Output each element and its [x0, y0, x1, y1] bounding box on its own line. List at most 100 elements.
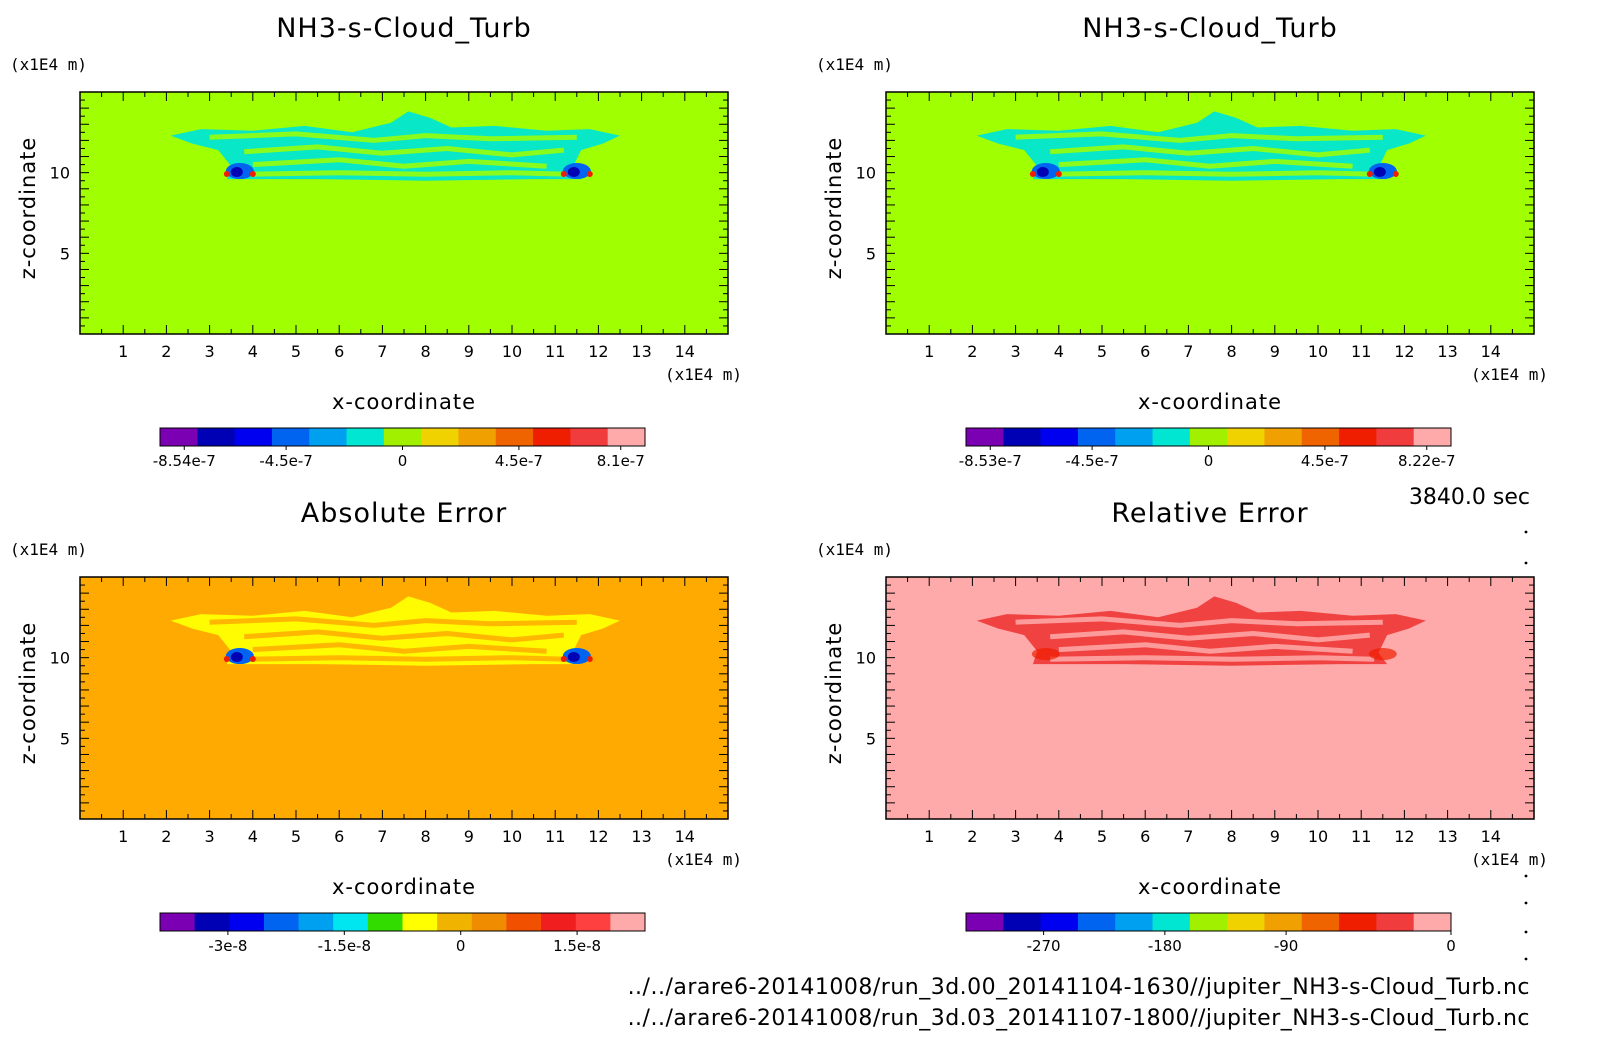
- colorbar-segment: [437, 913, 473, 931]
- colorbar-segment: [570, 428, 609, 446]
- y-tick-label: 5: [866, 729, 876, 748]
- colorbar-segment: [610, 913, 646, 931]
- panel-3: Absolute Error(x1E4 m)1 2 3 4 5 6 7 8 9 10 11 12 13 1…: [10, 498, 742, 955]
- vortex-core: [230, 652, 243, 663]
- panel-title: Absolute Error: [301, 498, 507, 529]
- colorbar-segment: [1413, 428, 1452, 446]
- x-axis-label: x-coordinate: [1138, 875, 1282, 899]
- panel-title: NH3-s-Cloud_Turb: [276, 13, 532, 44]
- x-axis-label: x-coordinate: [332, 390, 476, 414]
- colorbar-segment: [1339, 428, 1377, 446]
- colorbar-tick-label: 0: [456, 937, 466, 955]
- x-tick-label: 12: [1394, 827, 1414, 846]
- y-tick-label: 10: [856, 649, 876, 668]
- colorbar: -8.53e-7 -4.5e-7 0 4.5e-7 8.22e-7: [959, 427, 1456, 470]
- dots-column: [1524, 530, 1528, 961]
- x-tick-label: 3: [1011, 342, 1021, 361]
- colorbar-segment: [966, 428, 1004, 446]
- x-tick-label: 5: [291, 342, 301, 361]
- x-tick-label: 6: [1140, 342, 1150, 361]
- x-tick-label: 14: [675, 827, 695, 846]
- x-unit-label: (x1E4 m): [1471, 850, 1548, 869]
- colorbar: -8.54e-7 -4.5e-7 0 4.5e-7 8.1e-7: [153, 427, 646, 470]
- x-tick-label: 14: [1481, 827, 1501, 846]
- y-tick-label: 10: [50, 649, 70, 668]
- panel-title: NH3-s-Cloud_Turb: [1082, 13, 1338, 44]
- vortex-core: [567, 167, 580, 178]
- x-tick-label: 9: [464, 342, 474, 361]
- colorbar-segment: [197, 428, 236, 446]
- x-unit-label: (x1E4 m): [1471, 365, 1548, 384]
- colorbar-segment: [966, 913, 1004, 931]
- colorbar-tick-label: 0: [398, 452, 408, 470]
- x-tick-label: 8: [421, 827, 431, 846]
- cloud-band: [1015, 616, 1383, 628]
- colorbar-segment: [1264, 913, 1303, 931]
- cloud-band: [209, 616, 577, 628]
- colorbar-tick-label: -4.5e-7: [259, 452, 312, 470]
- footer-file-b: ../../arare6-20141008/run_3d.03_20141107…: [628, 1006, 1530, 1031]
- y-unit-label: (x1E4 m): [10, 540, 87, 559]
- colorbar-segment: [1115, 428, 1154, 446]
- panel-2: NH3-s-Cloud_Turb(x1E4 m)1 2 3 4 5 6 7 8 9 10 11 12 1…: [816, 13, 1548, 470]
- vortex-edge: [223, 171, 230, 178]
- cloud-band: [244, 170, 569, 177]
- colorbar-tick-label: -90: [1274, 937, 1299, 955]
- x-tick-label: 13: [1437, 827, 1457, 846]
- vortex-edge: [560, 656, 567, 663]
- x-tick-label: 7: [377, 342, 387, 361]
- colorbar-segment: [1040, 913, 1079, 931]
- y-axis-label: z-coordinate: [822, 137, 846, 280]
- x-tick-label: 12: [588, 342, 608, 361]
- x-tick-label: 5: [1097, 827, 1107, 846]
- cloud-band: [252, 157, 547, 169]
- x-tick-label: 1: [924, 342, 934, 361]
- vortex-edge: [1055, 171, 1062, 178]
- panel-1: NH3-s-Cloud_Turb(x1E4 m)1 2 3 4 5 6 7 8 9 10 11 12 1…: [10, 13, 742, 470]
- x-tick-label: 11: [1351, 342, 1371, 361]
- cloud-band: [244, 144, 565, 158]
- x-tick-label: 1: [118, 827, 128, 846]
- x-tick-label: 5: [1097, 342, 1107, 361]
- x-tick-label: 7: [377, 827, 387, 846]
- x-tick-label: 14: [1481, 342, 1501, 361]
- cloud-band: [244, 655, 569, 662]
- x-tick-label: 4: [1054, 342, 1064, 361]
- y-unit-label: (x1E4 m): [816, 540, 893, 559]
- colorbar-tick-label: -270: [1027, 937, 1061, 955]
- colorbar-segment: [421, 428, 459, 446]
- colorbar-tick-label: -8.54e-7: [153, 452, 216, 470]
- x-tick-label: 12: [1394, 342, 1414, 361]
- colorbar-tick-label: 8.22e-7: [1398, 452, 1456, 470]
- cloud-band: [1050, 655, 1375, 662]
- x-tick-label: 12: [588, 827, 608, 846]
- colorbar-tick-label: 0: [1204, 452, 1214, 470]
- colorbar-segment: [1003, 428, 1042, 446]
- x-tick-label: 13: [631, 342, 651, 361]
- colorbar-segment: [1339, 913, 1377, 931]
- colorbar-tick-label: 4.5e-7: [495, 452, 543, 470]
- vortex-edge: [586, 656, 593, 663]
- colorbar-segment: [1376, 913, 1415, 931]
- colorbar: -3e-8 -1.5e-8 0 1.5e-8: [159, 912, 646, 955]
- cloud-band: [252, 642, 547, 654]
- colorbar-segment: [271, 428, 310, 446]
- colorbar-tick-label: -4.5e-7: [1065, 452, 1118, 470]
- cloud-band: [1050, 170, 1375, 177]
- x-tick-label: 8: [1227, 827, 1237, 846]
- cloud-band: [1015, 131, 1383, 143]
- x-tick-label: 6: [334, 342, 344, 361]
- colorbar: -270 -180 -90 0: [965, 912, 1456, 955]
- vortex-edge: [249, 171, 256, 178]
- vortex-edge: [223, 656, 230, 663]
- footer-file-a: ../../arare6-20141008/run_3d.00_20141104…: [628, 975, 1530, 1000]
- x-tick-label: 1: [118, 342, 128, 361]
- colorbar-segment: [160, 913, 196, 931]
- x-tick-label: 11: [545, 827, 565, 846]
- y-tick-label: 5: [866, 244, 876, 263]
- colorbar-segment: [194, 913, 230, 931]
- x-tick-label: 10: [502, 827, 522, 846]
- x-tick-label: 11: [1351, 827, 1371, 846]
- colorbar-segment: [495, 428, 534, 446]
